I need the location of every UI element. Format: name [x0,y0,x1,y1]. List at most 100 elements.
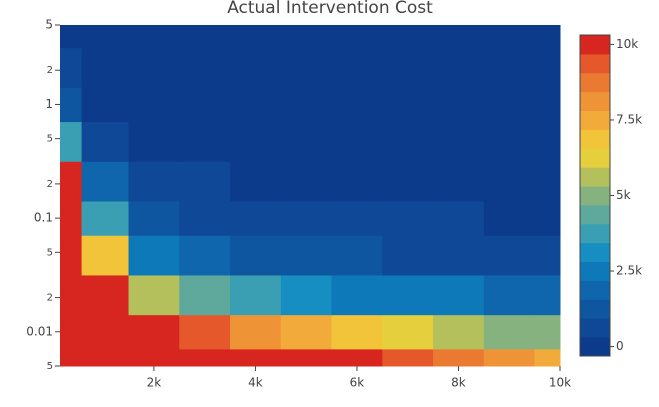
contour-cell [81,201,130,236]
contour-cell [60,87,83,123]
contour-cell [179,235,231,276]
contour-cell [280,201,333,236]
contour-cell [81,121,130,162]
colorbar-band [580,261,610,281]
colorbar-tick-label: 2.5k [616,264,642,278]
contour-cell [382,121,434,162]
contour-cell [433,121,485,162]
contour-cell [331,121,383,162]
contour-cell [483,121,536,162]
colorbar-tick-label: 5k [616,188,631,202]
y-tick-label: 5 [47,361,53,372]
colorbar-band [580,204,610,225]
contour-cell [280,121,333,162]
y-tick-label: 2 [47,179,53,190]
contour-cell [433,87,485,123]
contour-cell [128,121,180,162]
y-tick-label: 2 [47,293,53,304]
colorbar-band [580,337,610,357]
contour-cell [230,235,282,276]
contour-cell [128,161,180,202]
contour-cell [60,348,83,367]
colorbar-band [580,72,610,93]
contour-cell [534,235,561,276]
contour-cell [60,201,83,236]
contour-cell [179,348,231,367]
contour-cell [128,201,180,236]
contour-cell [60,161,83,202]
contour-cell [534,121,561,162]
contour-cell [280,348,333,367]
contour-cell [382,161,434,202]
contour-cell [483,25,536,49]
contour-cell [534,314,561,350]
contour-cell [331,161,383,202]
colorbar-band [580,223,610,244]
contour-cell [60,274,83,316]
contour-cell [60,47,83,88]
contour-cell [382,25,434,49]
y-tick-label: 2 [47,65,53,76]
contour-cell [128,47,180,88]
contour-cell [81,314,130,350]
contour-cell [230,314,282,350]
colorbar-band [580,318,610,338]
contour-cell [128,87,180,123]
contour-cell [331,87,383,123]
x-tick-label: 10k [549,376,571,390]
contour-cell [60,235,83,276]
contour-cell [128,314,180,350]
contour-cell [331,201,383,236]
colorbar-band [580,129,610,149]
contour-cell [179,25,231,49]
contour-cell [179,121,231,162]
contour-cell [382,274,434,316]
contour-cell [230,274,282,316]
chart-title: Actual Intervention Cost [227,0,433,18]
contour-cell [331,314,383,350]
colorbar-band [580,242,610,263]
colorbar-tick-label: 0 [616,339,624,353]
contour-cell [331,348,383,367]
contour-cell [534,25,561,49]
contour-cell [331,235,383,276]
contour-cell [128,274,180,316]
contour-cell [382,235,434,276]
colorbar-band [580,148,610,168]
contour-cell [433,201,485,236]
contour-cell [230,348,282,367]
contour-cell [128,235,180,276]
colorbar-tick-label: 7.5k [616,112,642,126]
contour-cell [382,47,434,88]
contour-cell [81,274,130,316]
contour-cell [534,201,561,236]
contour-cell [230,47,282,88]
y-tick-label: 5 [47,247,53,258]
contour-cell [483,235,536,276]
y-tick-label: 5 [45,18,53,32]
colorbar-band [580,35,610,55]
colorbar-band [580,186,610,206]
contour-cell [280,314,333,350]
x-tick-label: 6k [350,376,365,390]
contour-cell [331,47,383,88]
colorbar-tick-label: 10k [616,37,638,51]
contour-cell [81,235,130,276]
contour-cell [483,314,536,350]
contour-cell [81,348,130,367]
colorbar-band [580,299,610,319]
y-tick-label: 5 [47,134,53,145]
contour-cell [382,201,434,236]
contour-cell [433,47,485,88]
contour-cell [81,25,130,49]
y-tick-label: 0.01 [26,324,53,338]
contour-cell [179,201,231,236]
x-tick-label: 8k [451,376,466,390]
contour-cell [433,348,485,367]
contour-cell [433,314,485,350]
contour-cell [382,314,434,350]
contour-cell [280,87,333,123]
contour-cell [483,274,536,316]
